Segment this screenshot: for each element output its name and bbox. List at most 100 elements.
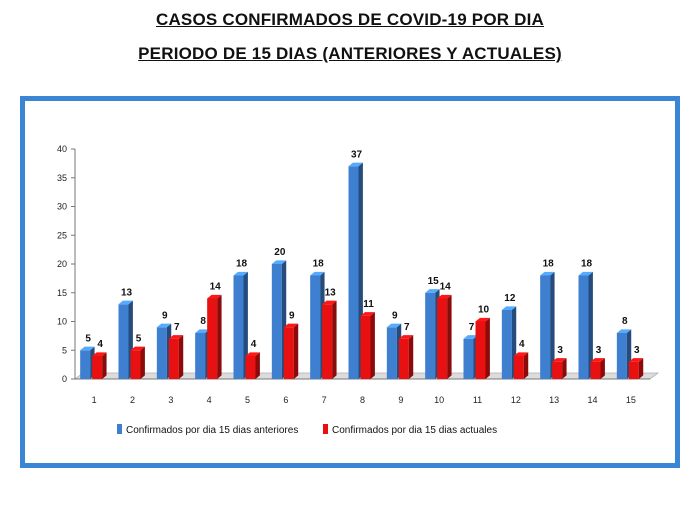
data-label: 4 [251, 339, 257, 350]
legend-label: Confirmados por dia 15 dias actuales [332, 425, 497, 436]
data-label: 15 [428, 276, 440, 287]
bar-top [552, 358, 567, 362]
bar-top [92, 352, 107, 356]
x-tick-label: 4 [207, 395, 212, 405]
data-label: 14 [440, 282, 452, 293]
bar-top [463, 335, 478, 339]
data-label: 14 [210, 282, 222, 293]
y-tick-label: 25 [57, 230, 67, 240]
x-tick-label: 12 [511, 395, 521, 405]
bar-front [616, 333, 627, 379]
bar-side [638, 358, 644, 379]
legend-entry: Confirmados por dia 15 dias anteriores [117, 424, 298, 436]
legend-swatch [323, 424, 328, 434]
x-tick-label: 11 [473, 395, 482, 405]
bar-side [140, 346, 145, 379]
data-label: 9 [392, 310, 398, 321]
bar-front [578, 275, 589, 379]
bar-side [550, 271, 555, 379]
bar-front [360, 315, 371, 379]
y-tick-label: 30 [57, 202, 67, 212]
bar-front [590, 361, 601, 379]
bar-front [475, 321, 486, 379]
bar-front [130, 350, 141, 379]
bar-front [245, 356, 256, 379]
data-label: 18 [236, 259, 248, 270]
x-tick-label: 9 [398, 395, 403, 405]
data-label: 4 [97, 339, 103, 350]
bar-front [233, 275, 244, 379]
data-label: 12 [504, 293, 516, 304]
bar-front [283, 327, 294, 379]
bar-side [562, 358, 567, 379]
bar-front [118, 304, 129, 379]
bar-side [178, 335, 184, 379]
data-label: 13 [121, 287, 133, 298]
data-label: 18 [581, 259, 593, 270]
x-tick-label: 13 [549, 395, 559, 405]
data-label: 9 [162, 310, 168, 321]
data-label: 7 [404, 322, 410, 333]
y-tick-label: 5 [62, 345, 67, 355]
bar-top [540, 271, 555, 276]
bar-side [332, 300, 337, 379]
bar-side [243, 271, 248, 379]
bar-side [370, 312, 375, 379]
y-tick-label: 0 [62, 374, 67, 384]
data-label: 4 [519, 339, 525, 350]
bar-top [501, 306, 517, 310]
bar [233, 271, 248, 379]
x-tick-label: 3 [168, 395, 173, 405]
bar-front [425, 292, 436, 379]
x-tick-label: 1 [92, 395, 97, 405]
bar [513, 352, 529, 379]
x-tick-label: 15 [626, 395, 636, 405]
bar [283, 323, 299, 379]
data-label: 18 [313, 259, 325, 270]
bar-top [513, 352, 529, 356]
bar [130, 346, 145, 379]
bar-top [168, 335, 184, 339]
data-label: 3 [634, 345, 640, 356]
bar [398, 335, 414, 379]
bar-side [255, 352, 260, 379]
bar-front [310, 275, 321, 379]
data-label: 7 [174, 322, 180, 333]
bar-top [80, 346, 95, 351]
data-label: 11 [363, 299, 374, 310]
data-label: 3 [557, 345, 563, 356]
bar-front [156, 327, 167, 379]
bar-front [207, 298, 218, 379]
bar-top [156, 323, 172, 328]
bar-top [118, 300, 133, 305]
bar [475, 317, 490, 379]
chart-title: CASOS CONFIRMADOS DE COVID-19 POR DIA [155, 10, 545, 29]
y-tick-label: 10 [57, 317, 67, 327]
data-label: 20 [274, 247, 286, 258]
bar-front [398, 338, 409, 379]
bar-top [271, 260, 287, 264]
bar-front [463, 338, 474, 379]
bar-chart: 0510152025303540154213539748145184620971… [57, 144, 660, 436]
bar [590, 358, 605, 379]
bar-front [513, 356, 524, 379]
chart-frame: 0 5 10 15 20 25 30 35 40 1 5 4 2 13 5 3 9 7 4 8 14 5 18 4 6 20 9 7 1… [20, 96, 680, 468]
data-label: 8 [622, 316, 628, 327]
bar-front [322, 304, 333, 379]
bar-front [552, 361, 563, 379]
bar-front [348, 166, 359, 379]
bar-top [425, 289, 440, 293]
bar-top [130, 346, 145, 351]
bar-top [590, 358, 605, 362]
data-label: 10 [478, 305, 490, 316]
data-label: 5 [136, 333, 142, 344]
bar-top [283, 323, 299, 328]
bar-side [217, 294, 222, 379]
data-label: 7 [469, 322, 475, 333]
bar-front [92, 356, 103, 379]
bar [540, 271, 555, 379]
data-label: 3 [596, 345, 602, 356]
bar [168, 335, 184, 379]
bar-side [408, 335, 414, 379]
bar-top [348, 162, 363, 167]
